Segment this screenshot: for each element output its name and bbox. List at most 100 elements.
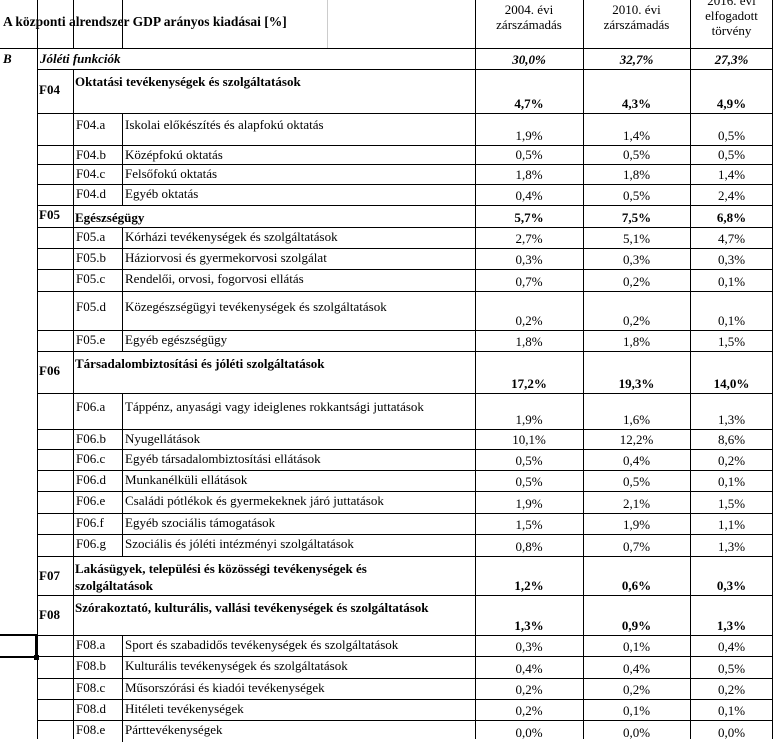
value-cell[interactable]: 1,3% <box>717 412 746 427</box>
column-header-2004[interactable]: 2004. évi zárszámadás <box>496 2 562 32</box>
row-code[interactable]: F04 <box>39 82 60 97</box>
value-cell[interactable]: 1,2% <box>514 578 544 593</box>
value-cell[interactable]: 0,1% <box>622 703 651 718</box>
value-cell[interactable]: 5,1% <box>622 231 651 246</box>
row-label[interactable]: Egyéb társadalombiztosítási ellátások <box>125 451 321 466</box>
row-code[interactable]: F06.b <box>76 431 106 446</box>
value-cell[interactable]: 0,2% <box>622 313 651 328</box>
value-cell[interactable]: 0,6% <box>621 578 652 593</box>
value-cell[interactable]: 1,4% <box>622 128 651 143</box>
row-code[interactable]: F06.c <box>76 451 106 466</box>
value-cell[interactable]: 7,5% <box>621 210 652 225</box>
row-label[interactable]: Közegészségügyi tevékenységek és szolgál… <box>125 298 387 314</box>
row-label[interactable]: Egyéb egészségügy <box>125 332 228 347</box>
row-label[interactable]: Lakásügyek, települési és közösségi tevé… <box>75 561 367 593</box>
value-cell[interactable]: 1,4% <box>717 167 746 182</box>
row-code[interactable]: F04.a <box>76 117 106 132</box>
value-cell[interactable]: 0,5% <box>622 474 651 489</box>
value-cell[interactable]: 0,9% <box>621 618 652 633</box>
value-cell[interactable]: 0,2% <box>717 682 746 697</box>
row-code[interactable]: F04.b <box>76 147 106 162</box>
value-cell[interactable]: 0,0% <box>515 725 543 740</box>
value-cell[interactable]: 0,1% <box>717 474 746 489</box>
row-label[interactable]: Nyugellátások <box>125 431 201 446</box>
row-code[interactable]: F08.d <box>76 701 106 716</box>
value-cell[interactable]: 0,7% <box>622 539 651 554</box>
value-cell[interactable]: 0,3% <box>622 252 651 267</box>
row-code[interactable]: F06 <box>39 363 60 378</box>
row-label[interactable]: Egyéb szociális támogatások <box>125 515 276 530</box>
row-label[interactable]: Szociális és jóléti intézményi szolgálta… <box>125 536 354 551</box>
row-code[interactable]: F08.c <box>76 680 106 695</box>
value-cell[interactable]: 12,2% <box>619 432 654 447</box>
row-label[interactable]: Egészségügy <box>75 210 145 225</box>
row-code[interactable]: F05.d <box>76 298 106 314</box>
value-cell[interactable]: 4,7% <box>514 96 544 111</box>
value-cell[interactable]: 4,9% <box>716 96 747 111</box>
row-code[interactable]: F08.a <box>76 637 106 652</box>
value-cell[interactable]: 1,5% <box>717 334 746 349</box>
value-cell[interactable]: 32,7% <box>619 52 654 67</box>
column-header-2010[interactable]: 2010. évi zárszámadás <box>603 2 670 32</box>
selected-cell[interactable] <box>0 634 37 658</box>
value-cell[interactable]: 0,8% <box>515 539 543 554</box>
row-label[interactable]: Munkanélküli ellátások <box>125 472 248 487</box>
value-cell[interactable]: 0,0% <box>717 725 746 740</box>
value-cell[interactable]: 0,3% <box>717 252 746 267</box>
row-code[interactable]: F08.b <box>76 658 106 673</box>
value-cell[interactable]: 0,4% <box>717 639 746 654</box>
fill-handle[interactable] <box>34 655 39 660</box>
row-label[interactable]: Oktatási tevékenységek és szolgáltatások <box>75 74 301 89</box>
row-label[interactable]: Kulturális tevékenységek és szolgáltatás… <box>125 658 348 673</box>
row-code[interactable]: B <box>3 51 12 66</box>
value-cell[interactable]: 0,4% <box>515 188 543 203</box>
row-label[interactable]: Műsorszórási és kiadói tevékenységek <box>125 680 325 695</box>
value-cell[interactable]: 1,8% <box>622 334 651 349</box>
value-cell[interactable]: 1,9% <box>515 496 543 511</box>
value-cell[interactable]: 4,3% <box>621 96 652 111</box>
row-code[interactable]: F06.g <box>76 536 106 551</box>
value-cell[interactable]: 0,3% <box>515 252 543 267</box>
row-label[interactable]: Szórakoztató, kulturális, vallási tevéke… <box>75 600 429 615</box>
row-code[interactable]: F06.a <box>76 399 106 414</box>
column-header-2016[interactable]: 2016. évi elfogadott törvény <box>705 0 758 38</box>
row-label[interactable]: Középfokú oktatás <box>125 147 223 162</box>
value-cell[interactable]: 4,7% <box>717 231 746 246</box>
row-code[interactable]: F05.b <box>76 250 106 265</box>
value-cell[interactable]: 0,5% <box>515 147 543 162</box>
value-cell[interactable]: 0,5% <box>515 474 543 489</box>
value-cell[interactable]: 0,5% <box>515 453 543 468</box>
value-cell[interactable]: 0,5% <box>622 147 651 162</box>
row-code[interactable]: F06.f <box>76 515 104 530</box>
row-code[interactable]: F06.e <box>76 493 106 508</box>
value-cell[interactable]: 0,7% <box>515 274 543 289</box>
value-cell[interactable]: 0,2% <box>515 703 543 718</box>
value-cell[interactable]: 14,0% <box>713 376 750 391</box>
value-cell[interactable]: 1,8% <box>515 334 543 349</box>
row-code[interactable]: F08 <box>39 607 60 622</box>
value-cell[interactable]: 19,3% <box>618 376 655 391</box>
value-cell[interactable]: 1,5% <box>717 496 746 511</box>
row-label[interactable]: Kórházi tevékenységek és szolgáltatások <box>125 229 338 244</box>
row-label[interactable]: Családi pótlékok és gyermekeknek járó ju… <box>125 493 384 508</box>
value-cell[interactable]: 0,1% <box>622 639 651 654</box>
value-cell[interactable]: 1,3% <box>514 618 544 633</box>
row-code[interactable]: F04.c <box>76 166 106 181</box>
value-cell[interactable]: 1,6% <box>622 412 651 427</box>
value-cell[interactable]: 0,1% <box>717 274 746 289</box>
value-cell[interactable]: 2,1% <box>622 496 651 511</box>
row-label[interactable]: Iskolai előkészítés és alapfokú oktatás <box>125 117 324 132</box>
value-cell[interactable]: 1,3% <box>716 618 747 633</box>
value-cell[interactable]: 0,5% <box>717 128 746 143</box>
value-cell[interactable]: 2,4% <box>717 188 746 203</box>
value-cell[interactable]: 2,7% <box>515 231 543 246</box>
table-title[interactable]: A központi alrendszer GDP arányos kiadás… <box>3 14 287 29</box>
value-cell[interactable]: 0,3% <box>515 639 543 654</box>
value-cell[interactable]: 0,1% <box>717 703 746 718</box>
row-label[interactable]: Jóléti funkciók <box>40 51 121 66</box>
value-cell[interactable]: 0,2% <box>622 682 651 697</box>
value-cell[interactable]: 1,8% <box>622 167 651 182</box>
row-code[interactable]: F05.a <box>76 229 106 244</box>
value-cell[interactable]: 0,2% <box>515 682 543 697</box>
value-cell[interactable]: 1,3% <box>717 539 746 554</box>
